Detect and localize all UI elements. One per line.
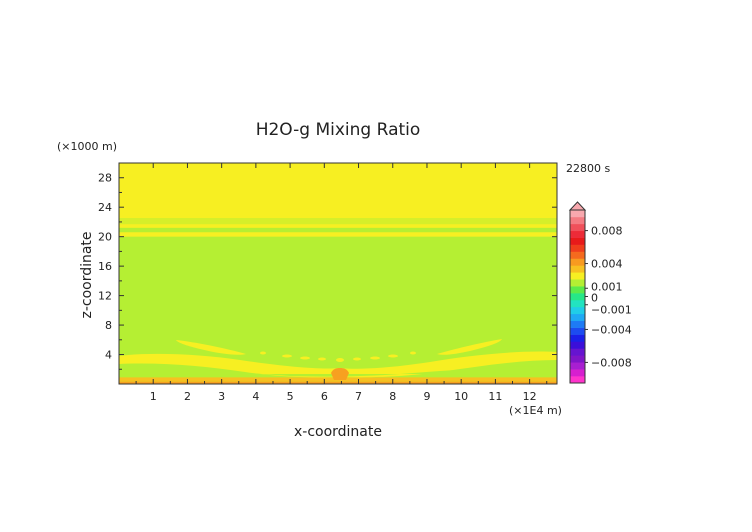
colorbar-tick-label: −0.001 bbox=[591, 304, 632, 317]
colorbar-tick-label: 0.001 bbox=[591, 280, 623, 293]
colorbar-segment bbox=[570, 334, 585, 342]
colorbar-segment bbox=[570, 327, 585, 335]
colorbar-segment bbox=[570, 376, 585, 384]
field-features bbox=[119, 339, 557, 380]
y-axis-label: z-coordinate bbox=[79, 231, 95, 318]
field-band bbox=[119, 224, 557, 228]
field-band bbox=[119, 218, 557, 225]
small-streak bbox=[300, 356, 310, 360]
x-tick-label: 10 bbox=[454, 390, 468, 403]
small-streak bbox=[370, 356, 380, 360]
colorbar-tick-label: 0 bbox=[591, 292, 598, 305]
small-streak bbox=[388, 354, 398, 358]
field-band bbox=[119, 381, 557, 384]
field-band bbox=[119, 232, 557, 237]
colorbar-segment bbox=[570, 244, 585, 252]
y-tick-label: 24 bbox=[98, 201, 112, 214]
y-tick-label: 28 bbox=[98, 172, 112, 185]
colorbar-tick-label: 0.004 bbox=[591, 258, 623, 271]
left-upper-streak bbox=[176, 340, 246, 355]
y-tick-label: 20 bbox=[98, 231, 112, 244]
y-tick-label: 4 bbox=[105, 349, 112, 362]
y-unit-label: (×1000 m) bbox=[57, 140, 117, 153]
x-axis-label: x-coordinate bbox=[294, 424, 382, 440]
x-unit-label: (×1E4 m) bbox=[509, 404, 562, 417]
field-band bbox=[119, 163, 557, 219]
small-streak bbox=[318, 357, 326, 361]
x-tick-label: 7 bbox=[355, 390, 362, 403]
colorbar-segment bbox=[570, 272, 585, 280]
colorbar-segment bbox=[570, 341, 585, 349]
y-tick-label: 16 bbox=[98, 260, 112, 273]
colorbar-segment bbox=[570, 293, 585, 301]
colorbar-tick-label: 0.008 bbox=[591, 225, 623, 238]
plot-frame bbox=[118, 162, 558, 385]
x-tick-label: 3 bbox=[218, 390, 225, 403]
colorbar-segment bbox=[570, 216, 585, 225]
x-tick-label: 6 bbox=[321, 390, 328, 403]
lower-green-strip bbox=[119, 366, 557, 377]
colorbar-segment bbox=[570, 320, 585, 328]
small-streak bbox=[410, 351, 416, 355]
colorbar-segment bbox=[570, 362, 585, 370]
colorbar-segment bbox=[570, 210, 585, 218]
colorbar-arrow bbox=[568, 201, 587, 211]
colorbar-tick-label: −0.008 bbox=[591, 356, 632, 369]
y-axis: 4 8 12 16 20 24 28 bbox=[98, 172, 557, 370]
colorbar-tick-label: −0.004 bbox=[591, 323, 632, 336]
y-tick-label: 12 bbox=[98, 290, 112, 303]
x-tick-label: 5 bbox=[287, 390, 294, 403]
chart-title: H2O-g Mixing Ratio bbox=[256, 120, 421, 140]
small-streak bbox=[282, 354, 292, 358]
right-upper-streak bbox=[437, 339, 502, 355]
colorbar-segment bbox=[570, 279, 585, 287]
small-streak bbox=[353, 357, 361, 361]
colorbar-segment bbox=[570, 299, 585, 308]
colorbar-segment bbox=[570, 251, 585, 259]
x-tick-label: 12 bbox=[523, 390, 537, 403]
colorbar-segment bbox=[570, 237, 585, 245]
x-tick-label: 4 bbox=[252, 390, 259, 403]
colorbar-segment bbox=[570, 355, 585, 363]
colorbar-segment bbox=[570, 265, 585, 273]
y-tick-label: 8 bbox=[105, 319, 112, 332]
colorbar-segment bbox=[570, 348, 585, 356]
center-plume bbox=[331, 368, 349, 380]
colorbar-segment bbox=[570, 230, 585, 238]
colorbar-segment bbox=[570, 258, 585, 266]
x-tick-label: 11 bbox=[488, 390, 502, 403]
time-label: 22800 s bbox=[566, 162, 610, 175]
small-streak bbox=[260, 351, 266, 355]
x-tick-label: 8 bbox=[389, 390, 396, 403]
colorbar-segment bbox=[570, 286, 585, 294]
colorbar-segment bbox=[570, 313, 585, 322]
x-tick-label: 9 bbox=[423, 390, 430, 403]
x-tick-label: 1 bbox=[150, 390, 157, 403]
colorbar-segment bbox=[570, 223, 585, 232]
small-streak bbox=[336, 358, 344, 362]
x-tick-label: 2 bbox=[184, 390, 191, 403]
colorbar-segment bbox=[570, 306, 585, 315]
colorbar-segment bbox=[570, 369, 585, 377]
x-axis: 1 2 3 4 5 6 7 8 9 10 11 12 bbox=[135, 163, 548, 403]
